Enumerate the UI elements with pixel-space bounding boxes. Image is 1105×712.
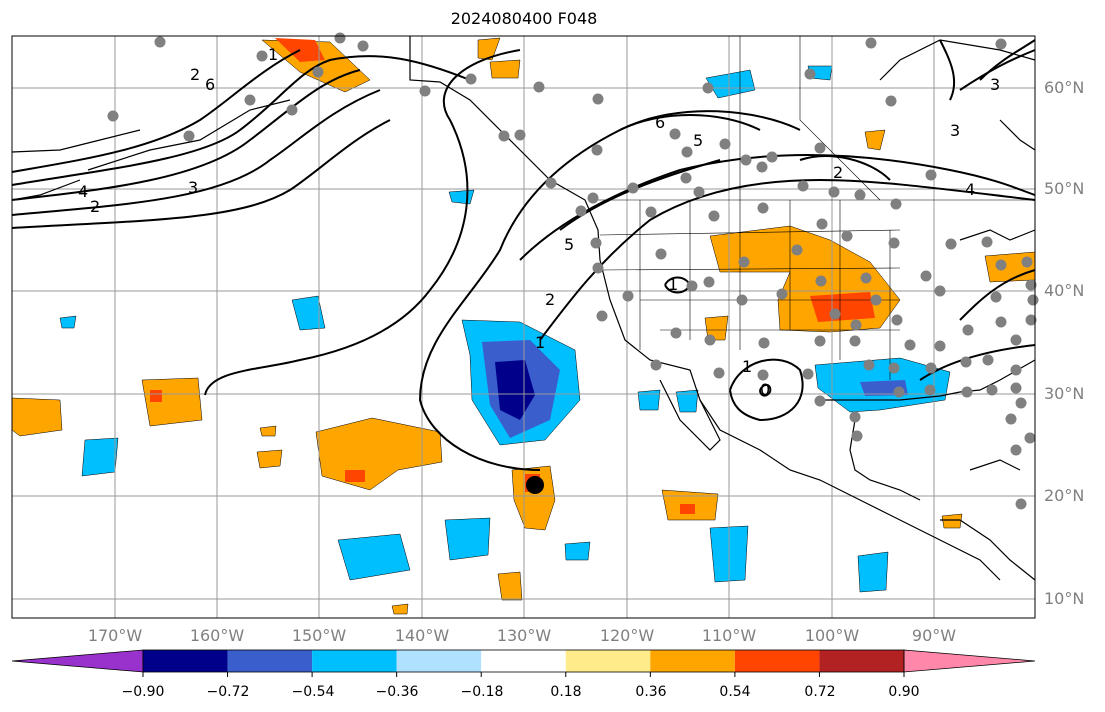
shade-orange-d: [256, 449, 283, 469]
colorbar-segment: [650, 650, 735, 672]
shade-orange-a: [11, 397, 63, 437]
lon-label: 160°W: [189, 626, 245, 645]
plot-frame: [11, 35, 1036, 619]
contour-label: 6: [205, 75, 215, 94]
colorbar-segment: [565, 650, 651, 672]
colorbar-tick-label: −0.54: [291, 684, 335, 700]
colorbar-tick-label: 0.36: [635, 684, 667, 700]
contour-label: 6: [655, 113, 665, 132]
lat-label: 50°N: [1044, 179, 1085, 198]
lon-label: 90°W: [911, 626, 957, 645]
colorbar-tick-label: −0.90: [121, 684, 165, 700]
shade-blue-i: [637, 389, 661, 411]
contour-label: 0: [760, 380, 770, 399]
lon-label: 170°W: [87, 626, 143, 645]
shade-orange-carib: [941, 513, 963, 529]
shade-orange-h: [391, 603, 409, 615]
contour-label: 3: [188, 178, 198, 197]
lon-label: 150°W: [291, 626, 347, 645]
lon-label: 140°W: [394, 626, 450, 645]
shade-blue-a: [291, 295, 326, 331]
lat-label: 60°N: [1044, 78, 1085, 97]
colorbar-tick-label: −0.72: [206, 684, 250, 700]
lat-label: 30°N: [1044, 384, 1085, 403]
shade-blue-d: [337, 533, 411, 581]
contour-label: 2: [833, 163, 843, 182]
colorbar-extend-max: [903, 649, 1036, 673]
colorbar-tick-label: −0.18: [460, 684, 504, 700]
shade-blue-small: [448, 189, 475, 205]
contour-label: 1: [535, 333, 545, 352]
shade-blue-e: [444, 517, 491, 561]
shade-blue-b: [59, 315, 77, 329]
colorbar-segment: [734, 650, 820, 672]
shade-orange-hb: [864, 129, 886, 151]
contour-label: 3: [950, 121, 960, 140]
lat-label: 20°N: [1044, 486, 1085, 505]
shade-red-plains: [810, 292, 875, 322]
colorbar-segment: [819, 650, 904, 672]
lon-label: 130°W: [496, 626, 552, 645]
lat-label: 10°N: [1044, 589, 1085, 608]
shade-dark-pacific: [495, 360, 535, 420]
colorbar-tick-label: 0.18: [550, 684, 582, 700]
anomaly-shading: [11, 37, 1036, 615]
shade-blue-h: [857, 551, 889, 593]
colorbar: [11, 649, 1036, 677]
contour-label: 3: [990, 75, 1000, 94]
colorbar-segment: [143, 650, 228, 672]
shade-orange-i: [704, 315, 729, 341]
colorbar-segment: [396, 650, 482, 672]
colorbar-segment: [227, 650, 313, 672]
shade-red-b: [150, 390, 162, 402]
shade-orange-storm: [511, 465, 556, 531]
contour-label: 2: [90, 197, 100, 216]
shade-blue-j: [675, 389, 699, 413]
shade-orange-bc: [477, 37, 501, 61]
contour-label: 4: [78, 182, 88, 201]
contour-label: 1: [742, 357, 752, 376]
shade-orange-bc2: [489, 59, 521, 79]
coastlines: [11, 36, 1036, 581]
contour-label: 5: [693, 131, 703, 150]
map-title: 2024080400 F048: [450, 9, 598, 28]
state-borders: [595, 36, 1035, 380]
contour-label: 2: [545, 290, 555, 309]
contour-value-labels: 1 2 3 4 5 6 5 2 1 1 0 2 4 3 3 6 2 1: [78, 45, 1000, 399]
lon-label: 110°W: [701, 626, 757, 645]
contour-label: 1: [668, 275, 678, 294]
shade-blue-c: [81, 437, 119, 477]
colorbar-tick-label: 0.54: [719, 684, 751, 700]
shade-red-c: [345, 470, 365, 482]
shade-red-g: [680, 504, 695, 514]
station-dots: [107, 32, 1039, 510]
contour-label: 4: [965, 180, 975, 199]
storm-center-marker: [526, 476, 544, 494]
shade-orange-e: [259, 425, 277, 437]
graticule: [12, 36, 1035, 618]
shade-blue-canada: [705, 69, 756, 99]
colorbar-frame: [142, 649, 905, 673]
lon-label: 120°W: [599, 626, 655, 645]
shade-orange-f: [497, 571, 523, 601]
contour-label: 1: [268, 45, 278, 64]
colorbar-tick-label: 0.90: [888, 684, 920, 700]
lon-label: 100°W: [804, 626, 860, 645]
contour-label: 2: [190, 65, 200, 84]
contour-label: 5: [564, 235, 574, 254]
colorbar-segment: [312, 650, 397, 672]
colorbar-extend-min: [11, 649, 144, 673]
colorbar-tick-label: 0.72: [804, 684, 836, 700]
shade-blue-f: [564, 541, 591, 561]
colorbar-segment: [481, 650, 566, 672]
lat-label: 40°N: [1044, 281, 1085, 300]
colorbar-tick-label: −0.36: [375, 684, 419, 700]
